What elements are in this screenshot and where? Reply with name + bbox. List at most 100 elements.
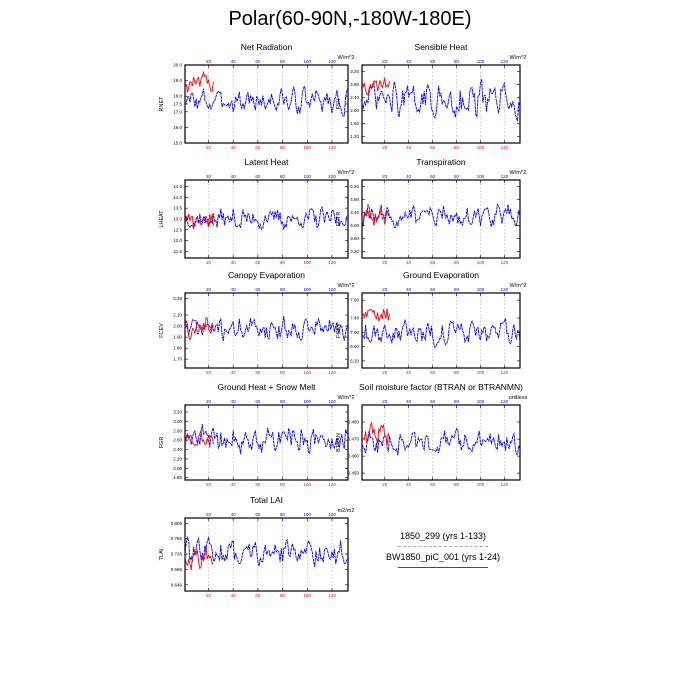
y-tick-label: 1.70 — [173, 357, 182, 362]
x-tick-label-top: 60 — [255, 59, 261, 64]
panel-4: Canopy Evaporation W/m^2 FCEV 20 40 60 80 100 12… — [159, 270, 354, 375]
x-tick-label-bottom: 120 — [501, 145, 509, 150]
panel-title: Net Radiation — [241, 42, 293, 52]
x-tick-label-bottom: 100 — [303, 260, 311, 265]
x-tick-label-bottom: 60 — [255, 482, 261, 487]
x-tick-label-bottom: 40 — [231, 593, 237, 598]
y-axis-label: FGR — [159, 437, 165, 449]
x-tick-label-top: 120 — [328, 287, 336, 292]
x-tick-label-top: 40 — [231, 287, 237, 292]
x-tick-label-bottom: 40 — [231, 260, 237, 265]
y-axis-label: FSH — [336, 98, 342, 109]
x-tick-label-top: 80 — [454, 399, 460, 404]
panel-units: W/m^2 — [338, 55, 355, 61]
x-tick-label-top: 40 — [231, 59, 237, 64]
series-line-bw1850 — [184, 214, 214, 230]
x-tick-label-bottom: 60 — [255, 593, 261, 598]
series-line-bw1850 — [184, 545, 214, 571]
y-tick-label: 17.5 — [173, 102, 182, 107]
x-tick-label-bottom: 120 — [328, 370, 336, 375]
y-tick-label: 17.0 — [173, 109, 182, 114]
y-tick-label: 0.806 — [171, 521, 183, 526]
x-tick-label-bottom: 20 — [206, 145, 212, 150]
x-tick-label-top: 100 — [303, 287, 311, 292]
x-tick-label-bottom: 100 — [477, 145, 485, 150]
x-tick-label-bottom: 80 — [454, 260, 460, 265]
x-tick-label-bottom: 80 — [280, 145, 286, 150]
y-tick-label: 2.00 — [173, 466, 182, 471]
x-tick-label-top: 100 — [477, 59, 485, 64]
x-tick-label-bottom: 80 — [280, 593, 286, 598]
x-tick-label-bottom: 80 — [280, 260, 286, 265]
x-tick-label-top: 60 — [430, 174, 436, 179]
x-tick-label-top: 120 — [501, 174, 509, 179]
y-axis-label: FCTR — [336, 212, 342, 227]
x-tick-label-top: 60 — [430, 399, 436, 404]
panel-units: W/m^2 — [338, 395, 355, 401]
y-axis-label: BTRAN — [336, 433, 342, 452]
y-tick-label: 2.25 — [173, 296, 182, 301]
y-tick-label: 0.480 — [348, 420, 360, 425]
x-tick-label-bottom: 40 — [406, 260, 412, 265]
y-tick-label: 2.20 — [173, 456, 182, 461]
panel-units: W/m^2 — [510, 170, 527, 176]
y-tick-label: 0.460 — [348, 454, 360, 459]
y-tick-label: 7.40 — [350, 316, 359, 321]
x-tick-label-bottom: 120 — [501, 482, 509, 487]
x-tick-label-bottom: 60 — [430, 260, 436, 265]
legend-label-bw1850: BW1850_piC_001 (yrs 1-24) — [385, 552, 501, 562]
x-tick-label-top: 20 — [382, 174, 388, 179]
series-line-1850-299 — [361, 79, 521, 123]
y-tick-label: 4.00 — [350, 223, 359, 228]
x-tick-label-bottom: 60 — [255, 370, 261, 375]
series-line-bw1850 — [361, 209, 390, 226]
x-tick-label-bottom: 20 — [206, 593, 212, 598]
x-tick-label-top: 80 — [280, 287, 286, 292]
x-tick-label-bottom: 20 — [206, 482, 212, 487]
x-tick-label-top: 120 — [501, 399, 509, 404]
series-line-bw1850 — [361, 421, 390, 446]
y-tick-label: 0.646 — [171, 582, 183, 587]
x-tick-label-top: 100 — [303, 59, 311, 64]
x-tick-label-bottom: 100 — [477, 260, 485, 265]
panel-frame — [184, 292, 349, 369]
series-line-1850-299 — [361, 318, 521, 349]
x-tick-label-top: 60 — [255, 399, 261, 404]
x-tick-label-top: 120 — [328, 399, 336, 404]
x-tick-label-bottom: 120 — [501, 260, 509, 265]
y-tick-label: 3.20 — [173, 410, 182, 415]
x-tick-label-bottom: 80 — [280, 482, 286, 487]
panel-title: Transpiration — [416, 157, 466, 167]
y-axis-label: RNET — [159, 96, 165, 112]
y-tick-label: 3.00 — [173, 419, 182, 424]
y-tick-label: 1.20 — [350, 134, 359, 139]
x-tick-label-top: 80 — [454, 174, 460, 179]
x-tick-label-top: 20 — [382, 59, 388, 64]
x-tick-label-bottom: 60 — [255, 260, 261, 265]
x-tick-label-top: 80 — [280, 399, 286, 404]
panel-title: Soil moisture factor (BTRAN or BTRANMN) — [359, 382, 523, 392]
panel-6: Ground Heat + Snow Melt W/m^2 FGR 20 40 60 80 1… — [159, 382, 354, 487]
panel-units: unitless — [509, 395, 528, 401]
y-tick-label: 14.0 — [173, 195, 182, 200]
x-tick-label-top: 20 — [382, 399, 388, 404]
x-tick-label-top: 120 — [328, 59, 336, 64]
x-tick-label-bottom: 20 — [382, 482, 388, 487]
y-tick-label: 1.80 — [173, 346, 182, 351]
x-tick-label-bottom: 60 — [255, 145, 261, 150]
series-line-1850-299 — [361, 203, 521, 229]
panel-title: Sensible Heat — [415, 42, 469, 52]
y-tick-label: 3.20 — [350, 69, 359, 74]
y-tick-label: 2.80 — [350, 82, 359, 87]
x-tick-label-top: 40 — [231, 512, 237, 517]
y-axis-label: FCEV — [159, 323, 165, 338]
y-tick-label: 2.00 — [350, 108, 359, 113]
x-tick-label-top: 80 — [280, 59, 286, 64]
x-tick-label-top: 120 — [501, 59, 509, 64]
x-tick-label-bottom: 40 — [406, 370, 412, 375]
y-tick-label: 14.5 — [173, 184, 182, 189]
y-tick-label: 16.0 — [173, 125, 182, 130]
y-tick-label: 12.0 — [173, 238, 182, 243]
x-tick-label-top: 120 — [501, 287, 509, 292]
x-tick-label-top: 80 — [280, 512, 286, 517]
